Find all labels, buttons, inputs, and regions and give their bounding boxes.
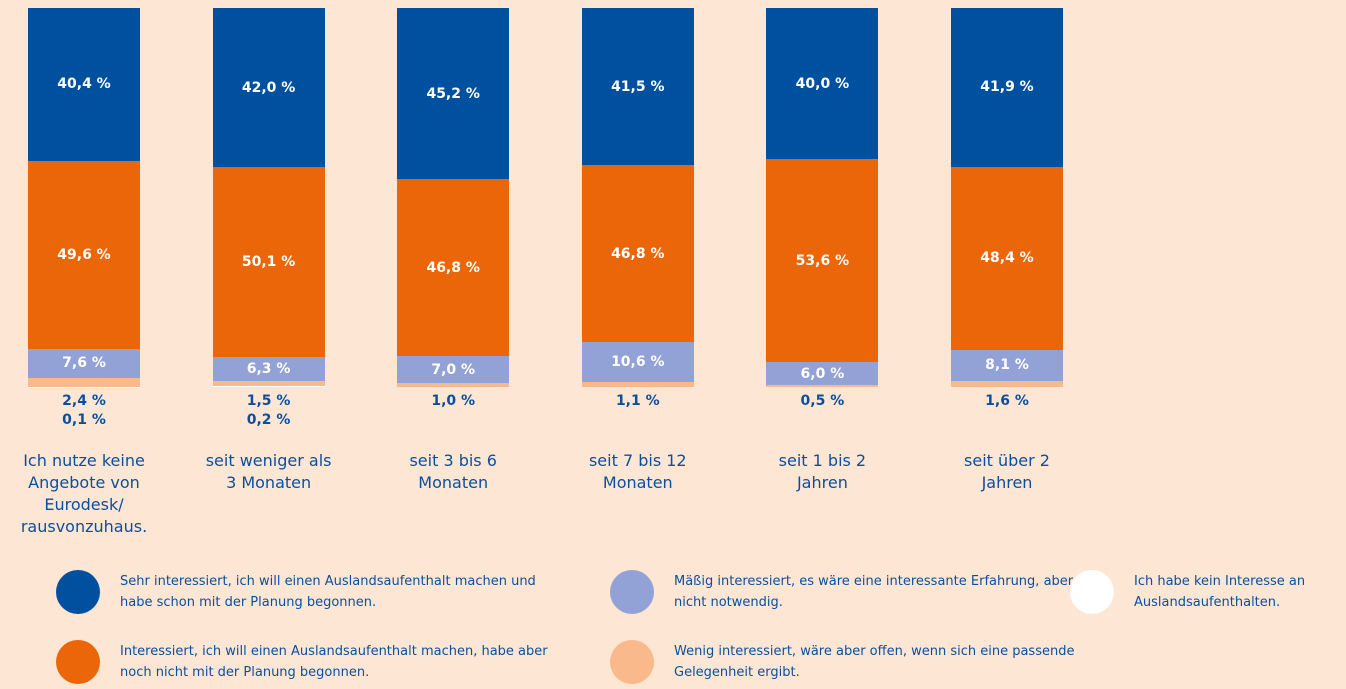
- bar-segment: [397, 382, 510, 387]
- bar-segment: [581, 382, 694, 387]
- bar-segment: [766, 385, 879, 387]
- value-label: 6,3 %: [246, 360, 291, 377]
- value-label: 41,9 %: [980, 79, 1034, 96]
- bar-segment: [581, 8, 694, 166]
- value-label: 45,2 %: [426, 85, 480, 102]
- legend-marker: [56, 570, 100, 614]
- bar-segment: [951, 166, 1063, 350]
- value-label: 2,4 %: [62, 393, 106, 409]
- bar-segment: [28, 377, 140, 387]
- category-label: seit 1 bis 2 Jahren: [778, 451, 867, 492]
- bar-segment: [397, 179, 510, 357]
- bar-segment: [212, 8, 325, 168]
- value-label: 1,1 %: [615, 393, 660, 409]
- bar-segment: [28, 8, 140, 161]
- legend-marker: [56, 640, 100, 684]
- value-label: 8,1 %: [985, 357, 1029, 374]
- value-label: 40,0 %: [795, 75, 850, 92]
- legend-label: Ich habe kein Interesse an Auslandsaufen…: [1134, 574, 1306, 610]
- value-label: 42,0 %: [241, 79, 296, 96]
- value-label: 1,6 %: [985, 393, 1029, 409]
- value-label: 41,5 %: [611, 78, 665, 95]
- value-label: 53,6 %: [795, 252, 850, 269]
- value-label: 49,6 %: [57, 246, 111, 263]
- value-label: 10,6 %: [611, 354, 665, 371]
- bar-segment: [581, 165, 694, 343]
- value-label: 7,0 %: [431, 361, 476, 378]
- bar-segment: [766, 159, 879, 363]
- value-label: 50,1 %: [241, 253, 296, 270]
- value-label: 40,4 %: [57, 76, 111, 93]
- bar-segment: [212, 380, 325, 387]
- category-label: seit über 2 Jahren: [964, 451, 1050, 492]
- bar-segment: [28, 348, 140, 378]
- bar-segment: [951, 349, 1063, 381]
- value-label: 1,0 %: [431, 393, 476, 409]
- bar-segment: [581, 342, 694, 383]
- bar-segment: [397, 8, 510, 180]
- legend-label: Interessiert, ich will einen Auslandsauf…: [120, 644, 548, 680]
- value-label: 46,8 %: [426, 259, 480, 276]
- bar-segment: [766, 362, 879, 386]
- value-label: 1,5 %: [246, 393, 291, 409]
- value-label: 46,8 %: [611, 245, 665, 262]
- category-label: seit 3 bis 6 Monaten: [409, 451, 497, 492]
- legend-label: Mäßig interessiert, es wäre eine interes…: [674, 574, 1074, 610]
- value-label: 0,5 %: [800, 393, 845, 409]
- category-label: seit 7 bis 12 Monaten: [588, 451, 687, 492]
- bar-segment: [212, 356, 325, 381]
- category-label: seit weniger als 3 Monaten: [205, 451, 332, 492]
- bar-segment: [951, 8, 1063, 167]
- bar-segment: [397, 356, 510, 383]
- bar-segment: [951, 380, 1063, 387]
- bar-segment: [28, 160, 140, 349]
- legend-marker: [610, 640, 654, 684]
- value-label: 7,6 %: [62, 355, 106, 372]
- legend-marker: [610, 570, 654, 614]
- bar-segment: [212, 167, 325, 357]
- value-label: 48,4 %: [980, 250, 1034, 267]
- bar-segment: [212, 386, 325, 387]
- legend-label: Wenig interessiert, wäre aber offen, wen…: [674, 644, 1075, 680]
- legend-marker: [1070, 570, 1114, 614]
- legend-label: Sehr interessiert, ich will einen Auslan…: [120, 574, 536, 610]
- category-label: Ich nutze keine Angebote von Eurodesk/ r…: [20, 451, 148, 536]
- value-label: 0,1 %: [62, 412, 106, 428]
- bar-segment: [766, 8, 879, 160]
- value-label: 0,2 %: [246, 412, 291, 428]
- value-label: 6,0 %: [800, 365, 845, 382]
